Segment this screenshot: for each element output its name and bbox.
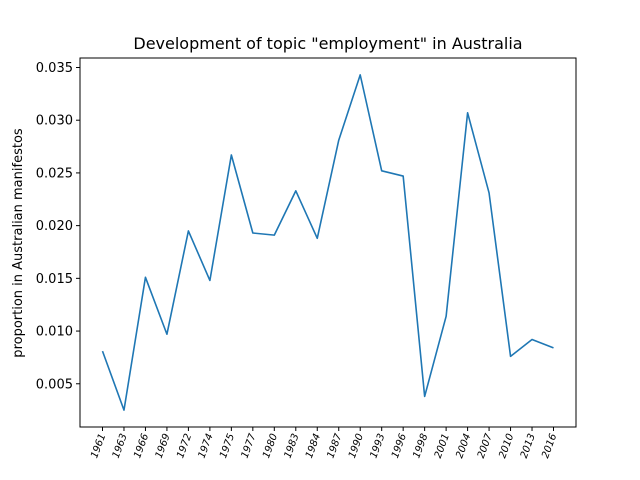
x-tick-label: 1977 <box>240 432 259 460</box>
y-tick-label: 0.035 <box>36 61 73 76</box>
x-tick-label: 1983 <box>283 432 302 460</box>
data-point-1972 <box>186 229 190 233</box>
x-tick-label: 2013 <box>519 432 538 460</box>
x-tick-label: 2001 <box>433 432 452 460</box>
x-tick-label: 1966 <box>132 432 151 460</box>
y-tick-label: 0.015 <box>36 272 73 287</box>
x-tick-label: 1963 <box>111 432 130 460</box>
data-point-1996 <box>401 174 405 178</box>
data-point-1983 <box>294 189 298 193</box>
y-tick-label: 0.020 <box>36 219 73 234</box>
data-point-1990 <box>358 73 362 77</box>
x-tick-label: 1984 <box>304 432 323 460</box>
data-point-2016 <box>552 346 556 350</box>
y-tick-label: 0.030 <box>36 114 73 129</box>
data-point-2010 <box>509 354 513 358</box>
data-point-1961 <box>101 349 105 353</box>
x-tick-label: 2016 <box>540 432 559 460</box>
chart-title: Development of topic "employment" in Aus… <box>133 34 522 53</box>
x-tick-label: 1980 <box>261 432 280 460</box>
x-tick-label: 2004 <box>454 432 473 460</box>
data-point-1998 <box>423 394 427 398</box>
x-tick-label: 2010 <box>497 432 516 460</box>
data-point-2001 <box>444 314 448 318</box>
data-point-2004 <box>466 111 470 115</box>
data-point-2013 <box>530 337 534 341</box>
y-axis-label: proportion in Australian manifestos <box>11 128 26 358</box>
x-tick-label: 1993 <box>368 432 387 460</box>
data-point-2007 <box>487 191 491 195</box>
x-tick-label: 1975 <box>218 432 237 460</box>
data-points <box>101 73 556 412</box>
x-tick-label: 1969 <box>154 432 173 460</box>
y-tick-label: 0.025 <box>36 166 73 181</box>
data-point-1974 <box>208 278 212 282</box>
x-axis: 1961 1963 1966 1969 1972 1974 1975 1977 1980 1983… <box>89 427 559 460</box>
data-point-1987 <box>337 138 341 142</box>
data-point-1980 <box>272 233 276 237</box>
data-point-1993 <box>380 169 384 173</box>
x-tick-label: 1961 <box>89 432 108 460</box>
x-tick-label: 1990 <box>347 432 366 460</box>
x-tick-label: 1987 <box>326 432 345 460</box>
data-point-1977 <box>251 231 255 235</box>
data-point-1966 <box>143 275 147 279</box>
data-point-1969 <box>165 332 169 336</box>
y-tick-label: 0.010 <box>36 325 73 340</box>
y-axis: 0.005 0.010 0.015 0.020 0.025 0.030 0.035 <box>36 61 80 392</box>
x-tick-label: 1996 <box>390 432 409 460</box>
series-line <box>101 74 554 411</box>
y-tick-label: 0.005 <box>36 377 73 392</box>
x-tick-label: 1974 <box>197 432 216 460</box>
x-tick-label: 2007 <box>476 432 495 460</box>
data-point-1984 <box>315 236 319 240</box>
plot-area <box>79 57 577 428</box>
data-point-1975 <box>229 153 233 157</box>
x-tick-label: 1972 <box>175 432 194 460</box>
x-tick-label: 1998 <box>411 432 430 460</box>
data-point-1963 <box>122 408 126 412</box>
